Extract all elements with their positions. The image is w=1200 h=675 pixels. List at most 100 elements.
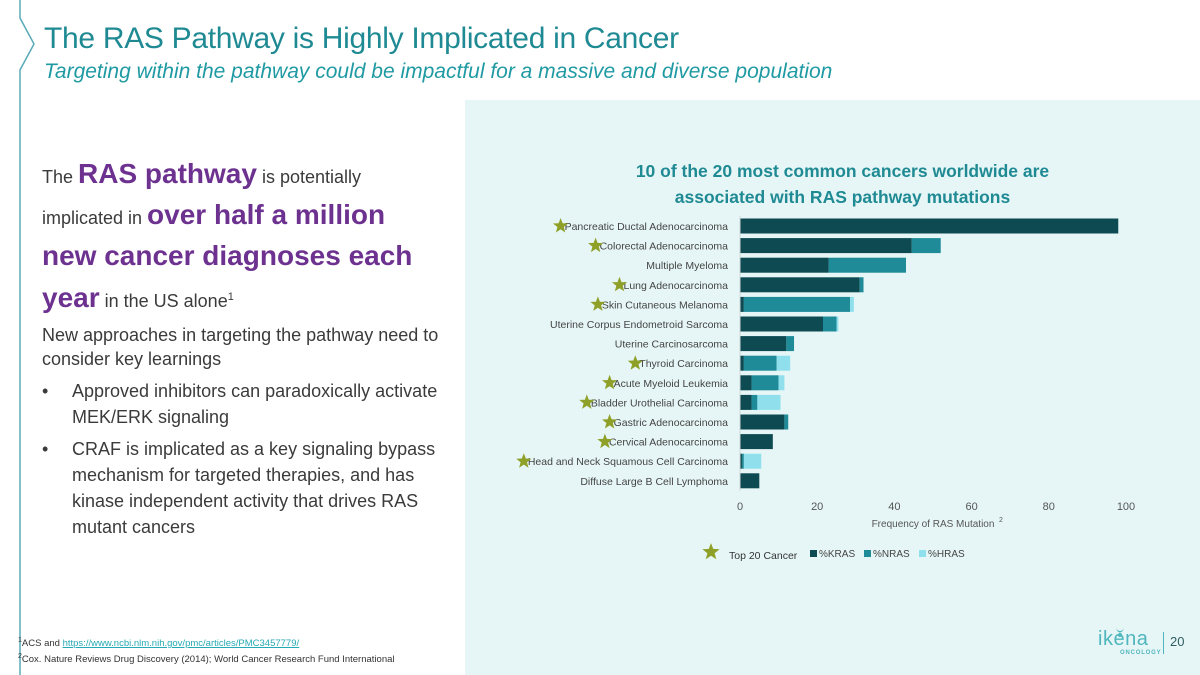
bar-nras — [743, 355, 777, 371]
top20-star-icon — [602, 374, 618, 390]
bar-kras — [740, 257, 829, 273]
category-label: Uterine Corpus Endometroid Sarcoma — [550, 319, 728, 331]
bar-nras — [751, 375, 779, 391]
x-tick-label: 100 — [1117, 501, 1135, 513]
category-label: Pancreatic Ductal Adenocarcinoma — [565, 221, 729, 233]
top20-star-icon — [553, 218, 569, 233]
category-label: Thyroid Carcinoma — [639, 358, 728, 370]
category-label: Diffuse Large B Cell Lymphoma — [580, 476, 728, 488]
bullet-text: Approved inhibitors can paradoxically ac… — [72, 381, 438, 427]
bar-kras — [740, 218, 1119, 234]
category-label: Colorectal Adenocarcinoma — [600, 241, 729, 253]
bar-nras — [743, 296, 851, 312]
ras-summary-paragraph: The RAS pathway is potentially implicate… — [42, 155, 442, 320]
category-label: Skin Cutaneous Melanoma — [602, 299, 728, 311]
top20-star-icon — [590, 296, 606, 311]
legend-top20-label: Top 20 Cancer — [729, 550, 798, 562]
top20-star-icon — [516, 453, 532, 468]
summary-highlight-diagnoses: over half a million new cancer diagnoses… — [42, 199, 413, 313]
bar-nras — [784, 414, 789, 430]
x-axis-label-footnote: 2 — [999, 517, 1003, 524]
bar-kras — [740, 238, 912, 254]
footnote-1-link[interactable]: https://www.ncbi.nlm.nih.gov/pmc/article… — [62, 638, 300, 650]
bar-hras — [836, 316, 839, 332]
list-item: • CRAF is implicated as a key signaling b… — [42, 436, 442, 540]
logo-divider — [1163, 632, 1164, 654]
bar-hras — [778, 375, 785, 391]
bar-hras — [743, 453, 762, 469]
category-label: Bladder Urothelial Carcinoma — [591, 397, 728, 409]
x-axis-label: Frequency of RAS Mutation — [872, 519, 995, 530]
footnote-1-text: ACS and — [21, 638, 63, 650]
chart-panel-background — [465, 100, 1200, 675]
bar-nras — [911, 238, 941, 254]
category-label: Lung Adenocarcinoma — [624, 280, 729, 292]
bar-kras — [740, 453, 742, 469]
bar-hras — [757, 394, 781, 410]
bar-nras — [786, 336, 795, 352]
bar-kras — [740, 414, 785, 430]
legend-swatch-hras — [919, 550, 926, 557]
bar-kras — [740, 394, 752, 410]
learnings-list: • Approved inhibitors can paradoxically a… — [42, 378, 442, 546]
chart-title: 10 of the 20 most common cancers worldwi… — [635, 161, 1050, 207]
bullet-marker: • — [42, 439, 49, 459]
bullet-marker: • — [42, 381, 49, 401]
legend-label-nras: %NRAS — [873, 549, 910, 560]
legend-label-kras: %KRAS — [819, 549, 855, 560]
legend-label-hras: %HRAS — [928, 549, 965, 560]
logo-subtext: ONCOLOGY — [1120, 650, 1162, 656]
slide-accent-line — [19, 0, 35, 675]
learnings-intro: New approaches in targeting the pathway … — [42, 325, 439, 369]
summary-text-3: in the US alone — [99, 291, 228, 311]
category-label: Cervical Adenocarcinoma — [609, 437, 728, 449]
x-tick-label: 80 — [1043, 501, 1055, 513]
bar-nras — [822, 316, 837, 332]
summary-text-1: The — [42, 167, 79, 187]
bar-nras — [828, 257, 906, 273]
bullet-text: CRAF is implicated as a key signaling by… — [72, 439, 436, 537]
top20-star-icon — [597, 433, 613, 449]
bar-nras — [859, 277, 864, 293]
top20-star-icon — [602, 414, 618, 429]
bar-nras — [741, 453, 744, 469]
ikena-logo-mark — [1116, 628, 1124, 637]
bar-kras — [740, 375, 752, 391]
bar-nras — [751, 394, 758, 410]
footnote-1: 1ACS and https://www.ncbi.nlm.nih.gov/pm… — [18, 634, 395, 650]
summary-text-2: is potentially implicated in — [42, 167, 362, 228]
bar-kras — [740, 316, 823, 332]
footnote-2-text: Cox. Nature Reviews Drug Discovery (2014… — [21, 654, 395, 666]
category-label: Multiple Myeloma — [646, 260, 728, 272]
category-label: Head and Neck Squamous Cell Carcinoma — [528, 456, 728, 468]
bar-hras — [776, 355, 791, 371]
top20-star-icon — [579, 394, 595, 409]
slide-subtitle: Targeting within the pathway could be im… — [44, 60, 833, 83]
bar-kras — [740, 355, 744, 371]
x-tick-label: 40 — [888, 501, 900, 513]
bar-hras — [850, 296, 854, 312]
legend-swatch-nras — [864, 550, 871, 557]
footnote-1-marker: 1 — [18, 637, 22, 644]
bar-kras — [740, 277, 860, 293]
top20-star-icon — [588, 237, 604, 253]
footnotes: 1ACS and https://www.ncbi.nlm.nih.gov/pm… — [18, 634, 395, 666]
footnote-2: 2Cox. Nature Reviews Drug Discovery (201… — [18, 650, 395, 666]
top20-star-icon — [611, 276, 628, 292]
category-label: Uterine Carcinosarcoma — [615, 339, 728, 351]
list-item: • Approved inhibitors can paradoxically a… — [42, 378, 442, 430]
summary-highlight-ras-pathway: RAS pathway — [78, 158, 257, 189]
bar-kras — [740, 434, 773, 450]
bar-kras — [740, 336, 787, 352]
top20-star-icon — [627, 355, 643, 370]
legend-swatch-kras — [810, 550, 817, 557]
category-label: Acute Myeloid Leukemia — [614, 378, 729, 390]
summary-footnote-ref: 1 — [227, 291, 234, 303]
slide-title: The RAS Pathway is Highly Implicated in … — [44, 22, 679, 55]
x-tick-label: 20 — [811, 501, 823, 513]
page-number: 20 — [1170, 634, 1185, 649]
footnote-2-marker: 2 — [18, 653, 22, 661]
bar-kras — [740, 296, 744, 312]
logo-text: ikena — [1098, 628, 1149, 650]
